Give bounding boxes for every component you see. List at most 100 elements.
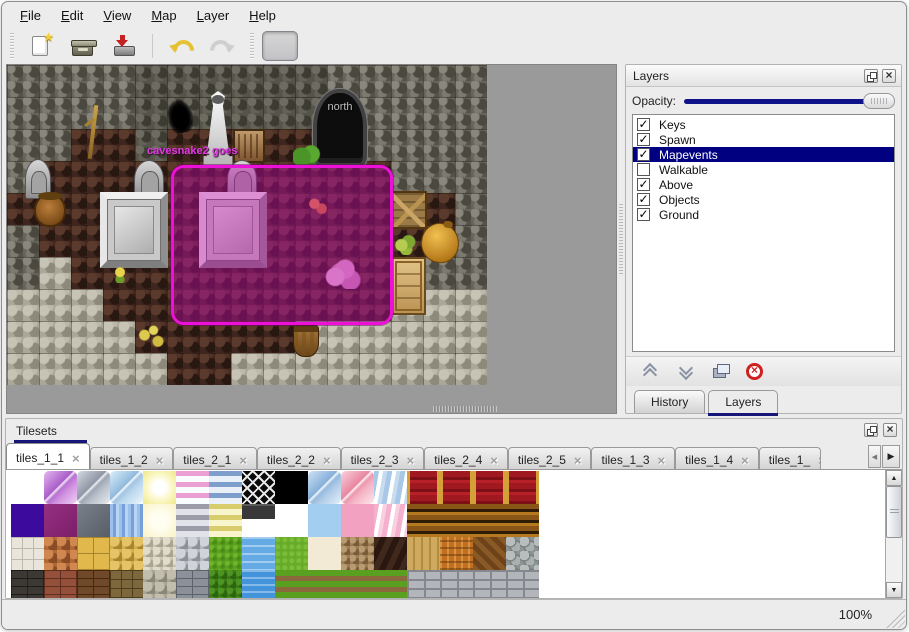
tileset-tile[interactable] (44, 504, 77, 537)
close-tab-icon[interactable] (323, 453, 331, 468)
close-tab-icon[interactable] (818, 453, 820, 468)
scroll-tabs-right-icon[interactable]: ▶ (882, 445, 900, 468)
tileset-tile[interactable] (275, 570, 308, 598)
tileset-tab-tiles_2_1[interactable]: tiles_2_1 (173, 447, 257, 469)
stamp-tool-button[interactable] (262, 31, 298, 61)
layer-row-walkable[interactable]: Walkable (633, 162, 894, 177)
tileset-tile[interactable] (506, 537, 539, 570)
undo-button[interactable] (163, 31, 199, 61)
close-tab-icon[interactable] (574, 453, 582, 468)
tileset-tile[interactable] (209, 504, 242, 537)
tileset-tile[interactable] (275, 504, 308, 537)
layer-visibility-checkbox[interactable] (637, 178, 650, 191)
tileset-tile[interactable] (209, 570, 242, 598)
tileset-tile[interactable] (506, 570, 539, 598)
layer-row-above[interactable]: Above (633, 177, 894, 192)
tileset-tile[interactable] (44, 570, 77, 598)
tileset-tile[interactable] (440, 504, 473, 537)
tileset-tile[interactable] (176, 570, 209, 598)
tileset-tile[interactable] (440, 471, 473, 504)
layer-visibility-checkbox[interactable] (637, 208, 650, 221)
tileset-tab-tiles_2_4[interactable]: tiles_2_4 (424, 447, 508, 469)
tileset-tile[interactable] (473, 570, 506, 598)
tileset-tile[interactable] (308, 504, 341, 537)
tileset-tile[interactable] (275, 471, 308, 504)
layer-visibility-checkbox[interactable] (637, 193, 650, 206)
scroll-down-icon[interactable]: ▼ (886, 582, 902, 598)
tileset-tile[interactable] (341, 537, 374, 570)
float-panel-icon[interactable] (864, 68, 878, 83)
tileset-tile[interactable] (440, 570, 473, 598)
tileset-tab-tiles_1_2[interactable]: tiles_1_2 (89, 447, 174, 469)
close-tab-icon[interactable] (490, 453, 498, 468)
select-tool-button[interactable] (388, 31, 424, 61)
layer-row-ground[interactable]: Ground (633, 207, 894, 222)
tileset-tile[interactable] (242, 504, 275, 537)
tileset-tile[interactable] (341, 504, 374, 537)
menu-view[interactable]: View (103, 7, 132, 23)
tileset-tile[interactable] (308, 471, 341, 504)
menu-layer[interactable]: Layer (196, 7, 230, 23)
raise-layer-button[interactable] (638, 361, 662, 383)
scroll-up-icon[interactable]: ▲ (886, 470, 902, 486)
toolbar-grip[interactable] (8, 33, 15, 59)
new-file-button[interactable] (22, 30, 58, 61)
open-button[interactable] (64, 31, 100, 61)
tileset-tile[interactable] (506, 471, 539, 504)
tileset-tile[interactable] (374, 504, 407, 537)
tileset-tile[interactable] (374, 471, 407, 504)
lower-layer-button[interactable] (674, 361, 698, 383)
toolbar-grip[interactable] (248, 33, 255, 59)
scrollbar-thumb[interactable] (886, 486, 902, 538)
dock-tab-layers[interactable]: Layers (708, 390, 779, 413)
vertical-splitter[interactable] (617, 64, 625, 414)
tileset-tile[interactable] (374, 537, 407, 570)
tileset-tile[interactable] (110, 504, 143, 537)
menu-help[interactable]: Help (249, 7, 276, 23)
layer-visibility-checkbox[interactable] (637, 133, 650, 146)
close-tab-icon[interactable] (741, 453, 749, 468)
tileset-tile[interactable] (308, 570, 341, 598)
tileset-tile[interactable] (341, 471, 374, 504)
tileset-tile[interactable] (143, 471, 176, 504)
tileset-tile[interactable] (110, 537, 143, 570)
tileset-tile[interactable] (143, 570, 176, 598)
layer-visibility-checkbox[interactable] (637, 118, 650, 131)
layer-row-keys[interactable]: Keys (633, 117, 894, 132)
dock-tab-history[interactable]: History (634, 390, 706, 413)
tileset-tile[interactable] (473, 504, 506, 537)
layer-visibility-checkbox[interactable] (637, 148, 650, 161)
tileset-tile[interactable] (11, 570, 44, 598)
tileset-tile[interactable] (77, 504, 110, 537)
tileset-tile[interactable] (143, 537, 176, 570)
tileset-tile[interactable] (77, 570, 110, 598)
tileset-tile[interactable] (341, 570, 374, 598)
tileset-tile[interactable] (407, 471, 440, 504)
tileset-tile[interactable] (506, 504, 539, 537)
tileset-tile[interactable] (242, 537, 275, 570)
menu-map[interactable]: Map (151, 7, 177, 23)
tileset-tile[interactable] (440, 537, 473, 570)
close-panel-icon[interactable] (882, 68, 896, 83)
tileset-tile[interactable] (473, 537, 506, 570)
scroll-tabs-left-icon[interactable]: ◀ (868, 445, 881, 468)
menu-file[interactable]: File (20, 7, 41, 23)
resize-grip-icon[interactable] (885, 608, 905, 628)
close-tab-icon[interactable] (239, 453, 247, 468)
layer-visibility-checkbox[interactable] (637, 163, 650, 176)
tileset-tab-tiles_1_4[interactable]: tiles_1_4 (675, 447, 759, 469)
opacity-slider-handle[interactable] (863, 92, 895, 109)
tileset-tile[interactable] (176, 471, 209, 504)
fill-tool-button[interactable] (304, 31, 340, 61)
tilesets-panel-title[interactable]: Tilesets (14, 421, 87, 443)
save-button[interactable] (106, 31, 142, 61)
tileset-tile[interactable] (209, 537, 242, 570)
layer-row-mapevents[interactable]: Mapevents (633, 147, 894, 162)
close-tab-icon[interactable] (156, 453, 164, 468)
tileset-tile[interactable] (176, 504, 209, 537)
tileset-tile[interactable] (407, 537, 440, 570)
tileset-tile[interactable] (44, 537, 77, 570)
tileset-tile[interactable] (407, 570, 440, 598)
tileset-tab-tiles_1_3[interactable]: tiles_1_3 (591, 447, 676, 469)
tileset-tile[interactable] (11, 504, 44, 537)
